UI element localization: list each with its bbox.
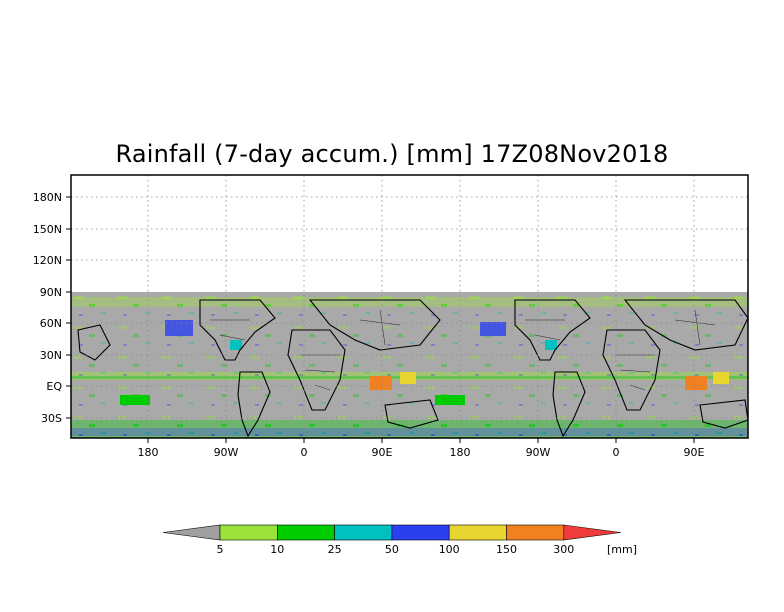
country-borders (210, 309, 716, 391)
lat-label: 90N (40, 286, 62, 299)
colorbar-segment (334, 524, 393, 541)
coastlines (77, 299, 748, 438)
colorbar-label: 5 (217, 543, 224, 556)
colorbar-segment (448, 524, 507, 541)
lon-label: 90E (684, 446, 705, 459)
colorbar-label: 10 (270, 543, 284, 556)
colorbar-segment (563, 524, 621, 541)
lon-label: 0 (301, 446, 308, 459)
colorbar-segment (506, 524, 565, 541)
colorbar-label: 25 (328, 543, 342, 556)
rainfall-field (71, 292, 748, 438)
colorbar-label: 150 (496, 543, 517, 556)
lat-label: 30S (41, 412, 62, 425)
tick-marks (66, 196, 695, 443)
lat-label: 180N (33, 191, 62, 204)
lat-label: 120N (33, 254, 62, 267)
lon-label: 180 (450, 446, 471, 459)
lat-label: 30N (40, 349, 62, 362)
colorbar-segment (162, 524, 221, 541)
lon-label: 90W (214, 446, 239, 459)
colorbar-label: 100 (439, 543, 460, 556)
colorbar-unit: [mm] (607, 543, 637, 556)
grid-lines (71, 175, 748, 438)
plot-frame (70, 174, 749, 439)
colorbar-label: 50 (385, 543, 399, 556)
lon-label: 0 (613, 446, 620, 459)
lat-label: 150N (33, 223, 62, 236)
lon-label: 90W (526, 446, 551, 459)
map-title: Rainfall (7-day accum.) [mm] 17Z08Nov201… (115, 140, 669, 168)
colorbar-segment (219, 524, 278, 541)
lon-label: 180 (138, 446, 159, 459)
heavy-rain-patches (120, 320, 729, 405)
lon-label: 90E (372, 446, 393, 459)
colorbar-label: 300 (553, 543, 574, 556)
lat-label: 60N (40, 317, 62, 330)
lat-label: EQ (46, 380, 62, 393)
colorbar-segment (391, 524, 450, 541)
colorbar-segment (276, 524, 335, 541)
